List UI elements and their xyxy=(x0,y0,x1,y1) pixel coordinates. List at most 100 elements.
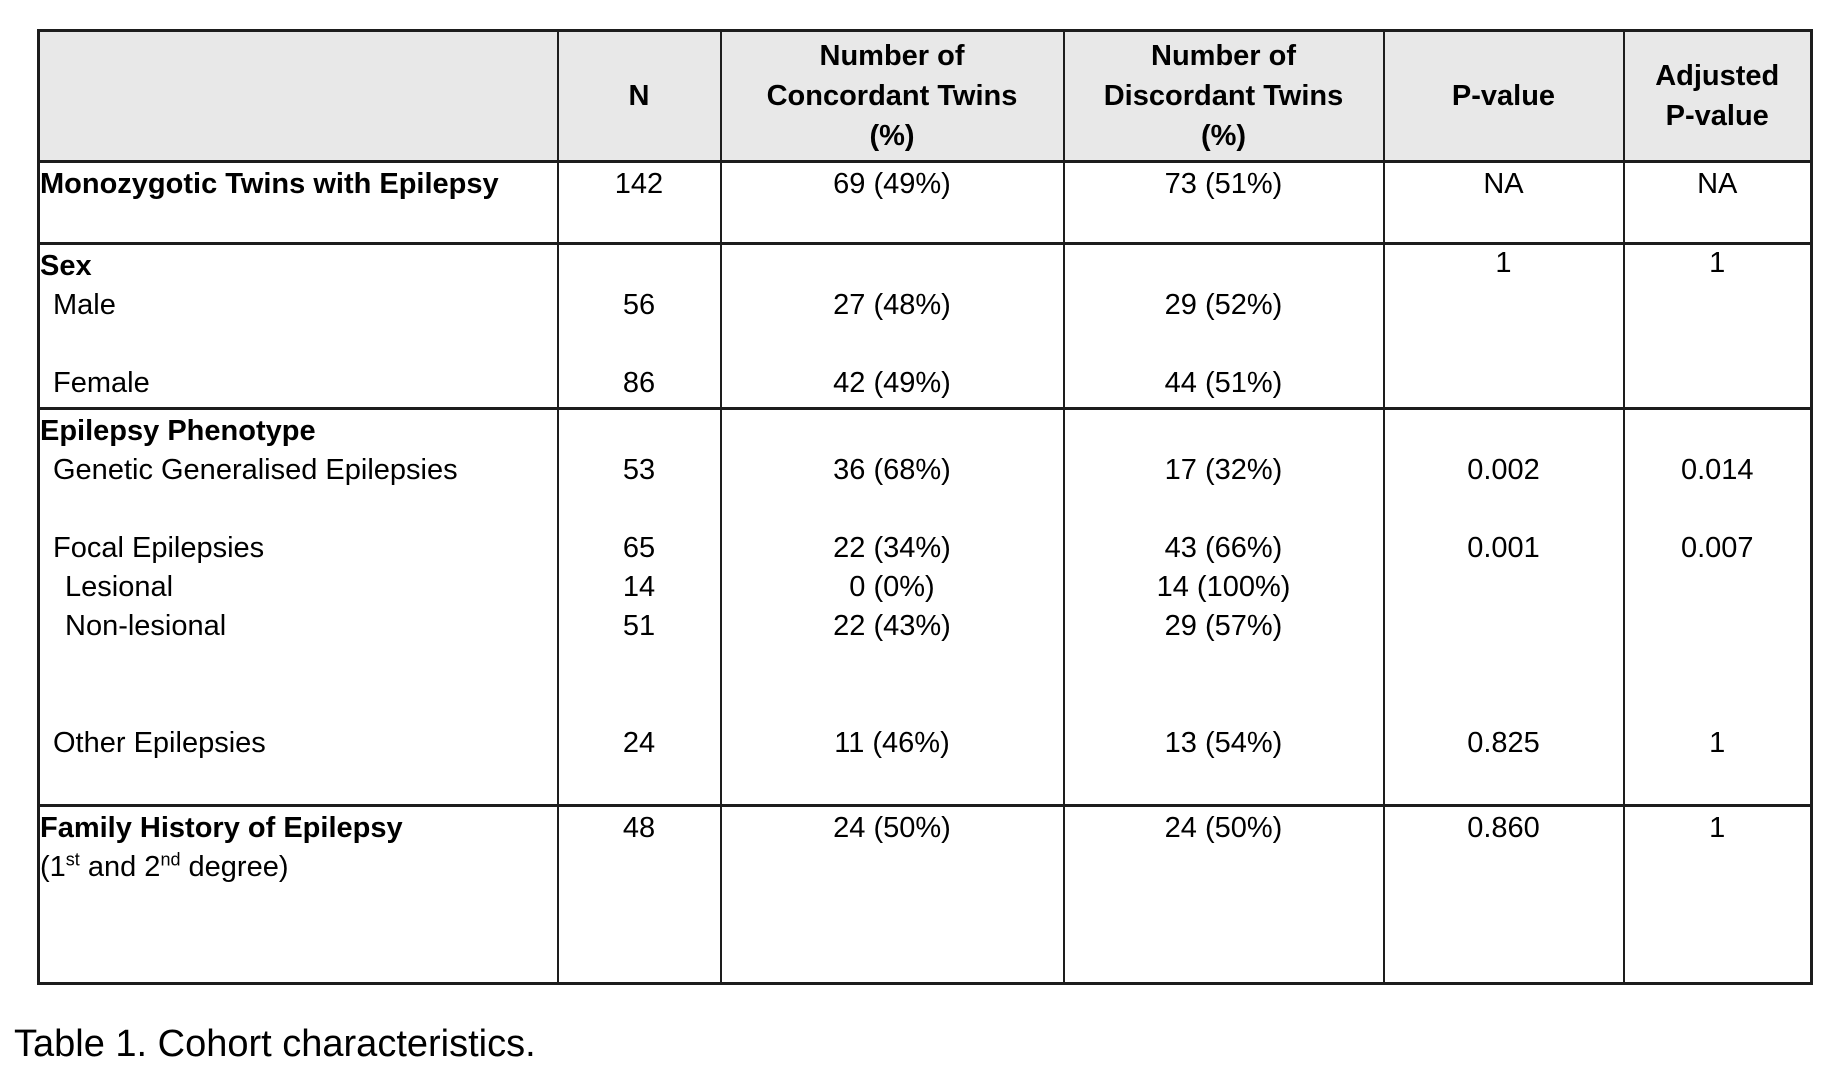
section-family-history: Family History of Epilepsy (1st and 2nd … xyxy=(37,804,1813,985)
sex-section-label: Sex xyxy=(40,250,92,282)
blank-line xyxy=(1065,685,1383,724)
monozygotic-discordant: 73 (51%) xyxy=(1164,168,1283,200)
genetic-generalised-label: Genetic Generalised Epilepsies xyxy=(53,454,458,486)
lesional-discordant: 14 (100%) xyxy=(1156,571,1291,603)
blank-line xyxy=(722,325,1063,364)
phenotype-concordant-cell: 36 (68%) 22 (34%) 0 (0%) 22 (43%) 11 (46… xyxy=(719,407,1065,807)
sex-adj-pvalue-cell: 1 xyxy=(1622,242,1813,410)
blank-line xyxy=(559,685,720,724)
sex-male-discordant: 29 (52%) xyxy=(1164,289,1283,321)
sex-label-cell: Sex Male Female xyxy=(37,242,559,410)
nonlesional-discordant: 29 (57%) xyxy=(1164,610,1283,642)
nonlesional-n: 51 xyxy=(622,610,656,642)
blank-line xyxy=(722,490,1063,529)
sex-pvalue: 1 xyxy=(1495,247,1512,279)
blank-line xyxy=(1065,490,1383,529)
family-n-cell: 48 xyxy=(556,804,722,985)
blank-line xyxy=(1625,490,1811,529)
genetic-generalised-concordant: 36 (68%) xyxy=(833,454,951,486)
blank-line xyxy=(40,646,557,685)
family-sup-st: st xyxy=(65,849,80,870)
blank-line xyxy=(722,685,1063,724)
header-cell-discordant: Number of Discordant Twins (%) xyxy=(1062,29,1385,163)
blank-line xyxy=(722,247,1063,286)
family-discordant-cell: 24 (50%) xyxy=(1062,804,1385,985)
blank-line xyxy=(559,646,720,685)
monozygotic-pvalue: NA xyxy=(1483,168,1524,200)
header-cell-adj-pvalue: Adjusted P-value xyxy=(1622,29,1813,163)
blank-line xyxy=(559,325,720,364)
sex-pvalue-cell: 1 xyxy=(1382,242,1625,410)
genetic-generalised-adj-pvalue: 0.014 xyxy=(1680,454,1754,486)
other-adj-pvalue: 1 xyxy=(1709,727,1726,759)
family-sublabel: (1st and 2nd degree) xyxy=(40,848,557,887)
monozygotic-label-cell: Monozygotic Twins with Epilepsy xyxy=(37,160,559,245)
genetic-generalised-pvalue: 0.002 xyxy=(1467,454,1540,486)
row-monozygotic: Monozygotic Twins with Epilepsy 142 69 (… xyxy=(37,160,1813,245)
family-label-cell: Family History of Epilepsy (1st and 2nd … xyxy=(37,804,559,985)
section-epilepsy-phenotype: Epilepsy Phenotype Genetic Generalised E… xyxy=(37,407,1813,807)
blank-line xyxy=(1065,412,1383,451)
family-sublabel-post: degree) xyxy=(180,851,289,883)
sex-female-concordant: 42 (49%) xyxy=(833,367,951,399)
monozygotic-discordant-cell: 73 (51%) xyxy=(1062,160,1385,245)
header-cell-n: N xyxy=(556,29,722,163)
table-caption: Table 1. Cohort characteristics. xyxy=(14,1023,536,1065)
blank-line xyxy=(1625,607,1811,646)
sex-female-discordant: 44 (51%) xyxy=(1164,367,1283,399)
monozygotic-n-cell: 142 xyxy=(556,160,722,245)
blank-line xyxy=(1385,646,1623,685)
header-cell-pvalue: P-value xyxy=(1382,29,1625,163)
other-discordant: 13 (54%) xyxy=(1164,727,1283,759)
nonlesional-label: Non-lesional xyxy=(65,610,227,642)
monozygotic-label: Monozygotic Twins with Epilepsy xyxy=(40,168,499,200)
blank-line xyxy=(559,490,720,529)
other-n: 24 xyxy=(622,727,656,759)
family-sublabel-mid: and 2 xyxy=(79,851,161,883)
family-n: 48 xyxy=(622,812,656,844)
sex-concordant-cell: 27 (48%) 42 (49%) xyxy=(719,242,1065,410)
family-concordant-cell: 24 (50%) xyxy=(719,804,1065,985)
phenotype-n-cell: 53 65 14 51 24 xyxy=(556,407,722,807)
blank-line xyxy=(1385,412,1623,451)
focal-n: 65 xyxy=(622,532,656,564)
genetic-generalised-discordant: 17 (32%) xyxy=(1164,454,1283,486)
family-discordant: 24 (50%) xyxy=(1164,812,1283,844)
header-row: N Number of Concordant Twins (%) Number … xyxy=(37,29,1813,163)
family-sublabel-pre: (1 xyxy=(40,851,66,883)
blank-line xyxy=(1385,568,1623,607)
family-adj-pvalue-cell: 1 xyxy=(1622,804,1813,985)
phenotype-adj-pvalue-cell: 0.014 0.007 1 xyxy=(1622,407,1813,807)
header-cell-empty xyxy=(37,29,559,163)
phenotype-label-cell: Epilepsy Phenotype Genetic Generalised E… xyxy=(37,407,559,807)
family-pvalue-cell: 0.860 xyxy=(1382,804,1625,985)
lesional-n: 14 xyxy=(622,571,656,603)
sex-female-label: Female xyxy=(53,367,150,399)
section-sex: Sex Male Female 56 86 27 (48%) 42 (49%) xyxy=(37,242,1813,410)
blank-line xyxy=(1065,325,1383,364)
family-label: Family History of Epilepsy xyxy=(40,812,403,844)
blank-line xyxy=(722,412,1063,451)
genetic-generalised-n: 53 xyxy=(622,454,656,486)
monozygotic-concordant-cell: 69 (49%) xyxy=(719,160,1065,245)
sex-n-cell: 56 86 xyxy=(556,242,722,410)
monozygotic-concordant: 69 (49%) xyxy=(833,168,951,200)
blank-line xyxy=(722,646,1063,685)
nonlesional-concordant: 22 (43%) xyxy=(833,610,951,642)
lesional-label: Lesional xyxy=(65,571,174,603)
sex-female-n: 86 xyxy=(622,367,656,399)
blank-line xyxy=(40,685,557,724)
focal-discordant: 43 (66%) xyxy=(1164,532,1283,564)
family-adj-pvalue: 1 xyxy=(1709,812,1726,844)
monozygotic-adj-pvalue-cell: NA xyxy=(1622,160,1813,245)
focal-label: Focal Epilepsies xyxy=(53,532,265,564)
blank-line xyxy=(559,412,720,451)
lesional-concordant: 0 (0%) xyxy=(849,571,935,603)
other-label: Other Epilepsies xyxy=(53,727,266,759)
phenotype-discordant-cell: 17 (32%) 43 (66%) 14 (100%) 29 (57%) 13 … xyxy=(1062,407,1385,807)
monozygotic-adj-pvalue: NA xyxy=(1697,168,1738,200)
other-concordant: 11 (46%) xyxy=(834,727,950,759)
sex-discordant-cell: 29 (52%) 44 (51%) xyxy=(1062,242,1385,410)
blank-line xyxy=(559,247,720,286)
